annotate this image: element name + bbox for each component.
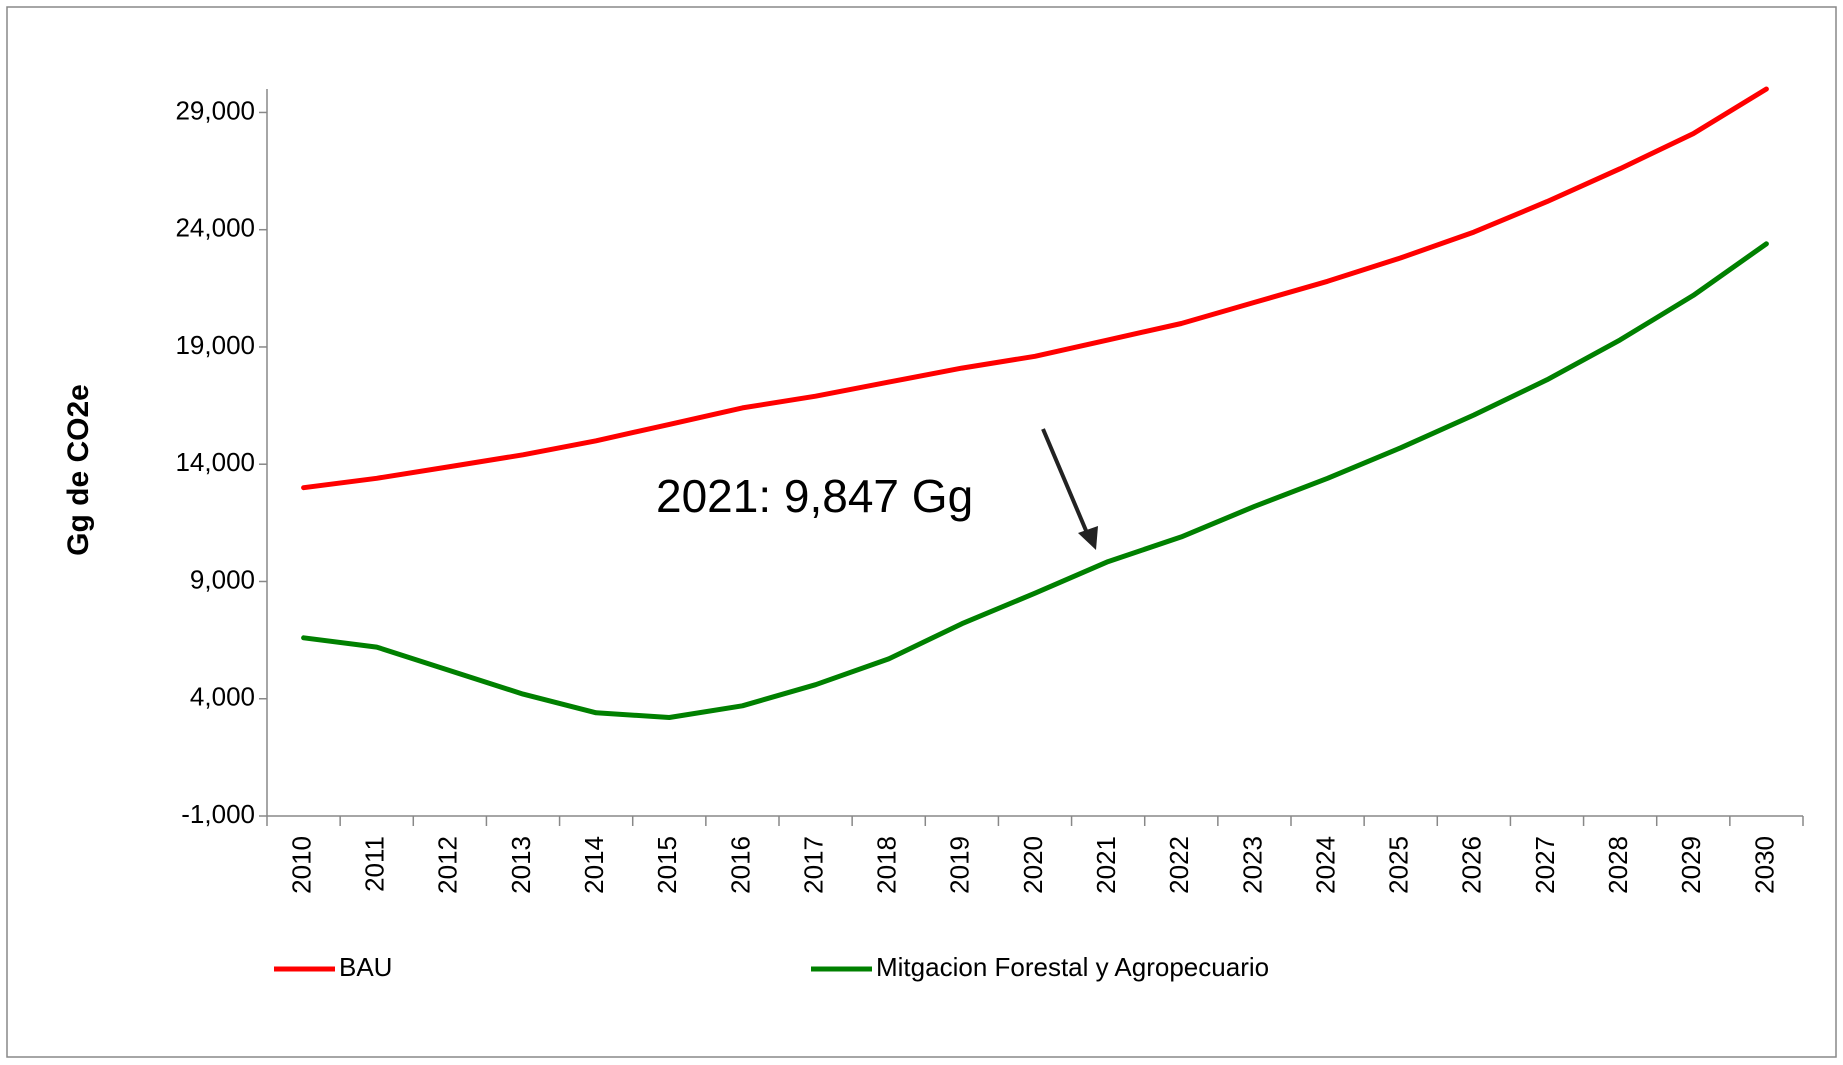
- x-tick-label: 2021: [1091, 836, 1121, 894]
- annotation: 2021: 9,847 Gg: [656, 470, 973, 522]
- x-tick-label: 2012: [433, 836, 463, 894]
- legend-label: Mitgacion Forestal y Agropecuario: [876, 952, 1269, 982]
- y-tick-label: 14,000: [175, 447, 255, 477]
- x-tick-label: 2016: [725, 836, 755, 894]
- x-tick-label: 2019: [945, 836, 975, 894]
- x-tick-label: 2014: [579, 836, 609, 894]
- y-tick-label: 29,000: [175, 95, 255, 125]
- x-tick-label: 2025: [1384, 836, 1414, 894]
- y-tick-label: -1,000: [181, 799, 255, 829]
- x-tick-label: 2029: [1676, 836, 1706, 894]
- chart-border: [6, 6, 1837, 1058]
- y-tick-label: 24,000: [175, 213, 255, 243]
- x-tick-label: 2023: [1237, 836, 1267, 894]
- y-tick-label: 9,000: [190, 564, 255, 594]
- x-tick-label: 2020: [1018, 836, 1048, 894]
- x-tick-label: 2030: [1749, 836, 1779, 894]
- x-tick-label: 2010: [286, 836, 316, 894]
- x-tick-label: 2027: [1530, 836, 1560, 894]
- x-tick-label: 2015: [652, 836, 682, 894]
- x-tick-label: 2013: [506, 836, 536, 894]
- x-tick-label: 2017: [798, 836, 828, 894]
- legend-label: BAU: [339, 952, 392, 982]
- x-tick-label: 2026: [1457, 836, 1487, 894]
- series-line: [301, 241, 1769, 720]
- x-tick-label: 2022: [1164, 836, 1194, 894]
- y-axis-label: Gg de CO2e: [62, 384, 95, 556]
- y-tick-label: 19,000: [175, 330, 255, 360]
- x-tick-label: 2024: [1310, 836, 1340, 894]
- annotation-arrow: [1041, 428, 1098, 550]
- x-tick-label: 2018: [872, 836, 902, 894]
- x-tick-label: 2011: [360, 836, 390, 892]
- x-tick-label: 2028: [1603, 836, 1633, 894]
- series-line: [301, 86, 1769, 491]
- y-tick-label: 4,000: [190, 682, 255, 712]
